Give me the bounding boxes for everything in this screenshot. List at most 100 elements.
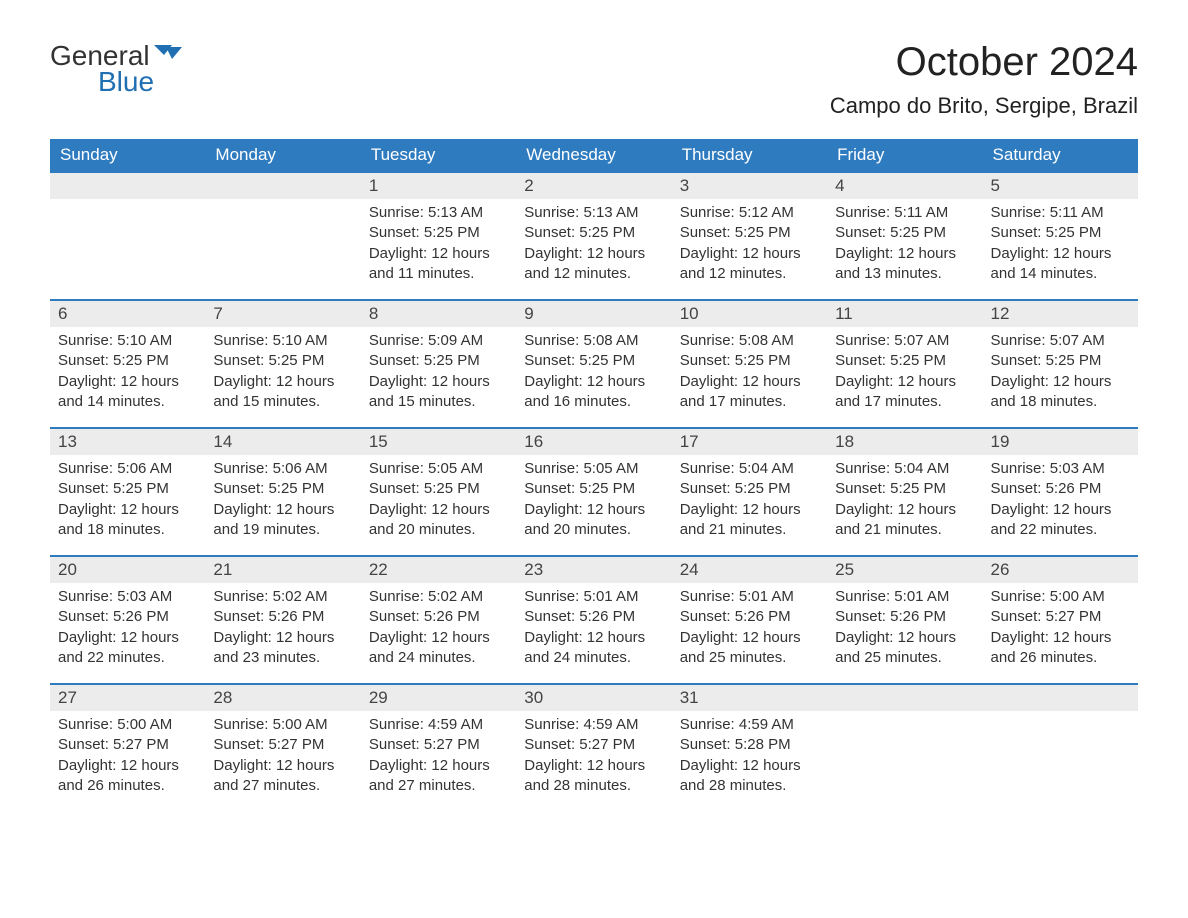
sunrise-line: Sunrise: 5:13 AM bbox=[524, 203, 663, 223]
calendar-cell: 12Sunrise: 5:07 AMSunset: 5:25 PMDayligh… bbox=[983, 299, 1138, 427]
calendar-cell: 10Sunrise: 5:08 AMSunset: 5:25 PMDayligh… bbox=[672, 299, 827, 427]
sunset-line: Sunset: 5:25 PM bbox=[991, 351, 1130, 371]
day-number: 31 bbox=[672, 685, 827, 711]
day-details: Sunrise: 5:01 AMSunset: 5:26 PMDaylight:… bbox=[516, 583, 671, 678]
calendar-cell: 6Sunrise: 5:10 AMSunset: 5:25 PMDaylight… bbox=[50, 299, 205, 427]
calendar-head: SundayMondayTuesdayWednesdayThursdayFrid… bbox=[50, 139, 1138, 171]
daylight-line: Daylight: 12 hours and 12 minutes. bbox=[524, 244, 663, 285]
sunset-line: Sunset: 5:25 PM bbox=[369, 479, 508, 499]
day-number: 30 bbox=[516, 685, 671, 711]
sunset-line: Sunset: 5:26 PM bbox=[680, 607, 819, 627]
sunset-line: Sunset: 5:26 PM bbox=[213, 607, 352, 627]
calendar-cell: 24Sunrise: 5:01 AMSunset: 5:26 PMDayligh… bbox=[672, 555, 827, 683]
sunset-line: Sunset: 5:25 PM bbox=[213, 351, 352, 371]
day-details: Sunrise: 5:04 AMSunset: 5:25 PMDaylight:… bbox=[827, 455, 982, 550]
daylight-line: Daylight: 12 hours and 27 minutes. bbox=[369, 756, 508, 797]
sunset-line: Sunset: 5:27 PM bbox=[58, 735, 197, 755]
sunrise-line: Sunrise: 5:13 AM bbox=[369, 203, 508, 223]
daylight-line: Daylight: 12 hours and 11 minutes. bbox=[369, 244, 508, 285]
day-details: Sunrise: 5:13 AMSunset: 5:25 PMDaylight:… bbox=[361, 199, 516, 294]
calendar-cell: 2Sunrise: 5:13 AMSunset: 5:25 PMDaylight… bbox=[516, 171, 671, 299]
daylight-line: Daylight: 12 hours and 25 minutes. bbox=[835, 628, 974, 669]
sunrise-line: Sunrise: 5:04 AM bbox=[680, 459, 819, 479]
daylight-line: Daylight: 12 hours and 25 minutes. bbox=[680, 628, 819, 669]
day-details: Sunrise: 5:03 AMSunset: 5:26 PMDaylight:… bbox=[50, 583, 205, 678]
calendar-cell: 18Sunrise: 5:04 AMSunset: 5:25 PMDayligh… bbox=[827, 427, 982, 555]
calendar-cell bbox=[983, 683, 1138, 811]
calendar-cell: 23Sunrise: 5:01 AMSunset: 5:26 PMDayligh… bbox=[516, 555, 671, 683]
calendar-cell: 13Sunrise: 5:06 AMSunset: 5:25 PMDayligh… bbox=[50, 427, 205, 555]
sunrise-line: Sunrise: 5:08 AM bbox=[680, 331, 819, 351]
calendar-cell: 22Sunrise: 5:02 AMSunset: 5:26 PMDayligh… bbox=[361, 555, 516, 683]
daylight-line: Daylight: 12 hours and 15 minutes. bbox=[213, 372, 352, 413]
sunrise-line: Sunrise: 5:10 AM bbox=[58, 331, 197, 351]
day-details: Sunrise: 5:06 AMSunset: 5:25 PMDaylight:… bbox=[50, 455, 205, 550]
daylight-line: Daylight: 12 hours and 26 minutes. bbox=[58, 756, 197, 797]
day-details: Sunrise: 5:07 AMSunset: 5:25 PMDaylight:… bbox=[983, 327, 1138, 422]
calendar-cell: 21Sunrise: 5:02 AMSunset: 5:26 PMDayligh… bbox=[205, 555, 360, 683]
day-details: Sunrise: 4:59 AMSunset: 5:27 PMDaylight:… bbox=[516, 711, 671, 806]
day-details: Sunrise: 5:02 AMSunset: 5:26 PMDaylight:… bbox=[361, 583, 516, 678]
sunrise-line: Sunrise: 5:06 AM bbox=[58, 459, 197, 479]
sunrise-line: Sunrise: 5:04 AM bbox=[835, 459, 974, 479]
day-number: 26 bbox=[983, 557, 1138, 583]
day-number: 18 bbox=[827, 429, 982, 455]
calendar-cell: 20Sunrise: 5:03 AMSunset: 5:26 PMDayligh… bbox=[50, 555, 205, 683]
sunset-line: Sunset: 5:25 PM bbox=[58, 351, 197, 371]
daylight-line: Daylight: 12 hours and 18 minutes. bbox=[991, 372, 1130, 413]
sunset-line: Sunset: 5:25 PM bbox=[213, 479, 352, 499]
sunset-line: Sunset: 5:28 PM bbox=[680, 735, 819, 755]
calendar-cell: 29Sunrise: 4:59 AMSunset: 5:27 PMDayligh… bbox=[361, 683, 516, 811]
day-details: Sunrise: 5:10 AMSunset: 5:25 PMDaylight:… bbox=[50, 327, 205, 422]
day-number: 7 bbox=[205, 301, 360, 327]
logo-text-blue: Blue bbox=[98, 66, 154, 98]
calendar-cell: 14Sunrise: 5:06 AMSunset: 5:25 PMDayligh… bbox=[205, 427, 360, 555]
sunrise-line: Sunrise: 5:05 AM bbox=[524, 459, 663, 479]
day-number: 20 bbox=[50, 557, 205, 583]
day-details: Sunrise: 5:11 AMSunset: 5:25 PMDaylight:… bbox=[827, 199, 982, 294]
day-number: 10 bbox=[672, 301, 827, 327]
calendar-cell: 1Sunrise: 5:13 AMSunset: 5:25 PMDaylight… bbox=[361, 171, 516, 299]
calendar-cell: 8Sunrise: 5:09 AMSunset: 5:25 PMDaylight… bbox=[361, 299, 516, 427]
day-details: Sunrise: 5:07 AMSunset: 5:25 PMDaylight:… bbox=[827, 327, 982, 422]
calendar-cell: 19Sunrise: 5:03 AMSunset: 5:26 PMDayligh… bbox=[983, 427, 1138, 555]
daylight-line: Daylight: 12 hours and 15 minutes. bbox=[369, 372, 508, 413]
daylight-line: Daylight: 12 hours and 28 minutes. bbox=[524, 756, 663, 797]
sunset-line: Sunset: 5:27 PM bbox=[369, 735, 508, 755]
day-number: 2 bbox=[516, 173, 671, 199]
day-number: 27 bbox=[50, 685, 205, 711]
sunrise-line: Sunrise: 5:12 AM bbox=[680, 203, 819, 223]
day-number: 1 bbox=[361, 173, 516, 199]
sunset-line: Sunset: 5:25 PM bbox=[991, 223, 1130, 243]
day-details: Sunrise: 5:00 AMSunset: 5:27 PMDaylight:… bbox=[50, 711, 205, 806]
day-details: Sunrise: 5:01 AMSunset: 5:26 PMDaylight:… bbox=[672, 583, 827, 678]
day-number: 13 bbox=[50, 429, 205, 455]
day-number: 4 bbox=[827, 173, 982, 199]
sunset-line: Sunset: 5:26 PM bbox=[58, 607, 197, 627]
sunset-line: Sunset: 5:25 PM bbox=[680, 223, 819, 243]
sunrise-line: Sunrise: 5:03 AM bbox=[58, 587, 197, 607]
sunrise-line: Sunrise: 4:59 AM bbox=[524, 715, 663, 735]
calendar-cell: 26Sunrise: 5:00 AMSunset: 5:27 PMDayligh… bbox=[983, 555, 1138, 683]
sunrise-line: Sunrise: 5:01 AM bbox=[835, 587, 974, 607]
sunset-line: Sunset: 5:25 PM bbox=[524, 479, 663, 499]
sunset-line: Sunset: 5:25 PM bbox=[524, 351, 663, 371]
sunrise-line: Sunrise: 5:09 AM bbox=[369, 331, 508, 351]
day-details: Sunrise: 5:01 AMSunset: 5:26 PMDaylight:… bbox=[827, 583, 982, 678]
sunrise-line: Sunrise: 5:08 AM bbox=[524, 331, 663, 351]
header: General Blue October 2024 Campo do Brito… bbox=[50, 40, 1138, 119]
daylight-line: Daylight: 12 hours and 14 minutes. bbox=[58, 372, 197, 413]
daylight-line: Daylight: 12 hours and 23 minutes. bbox=[213, 628, 352, 669]
weekday-row: SundayMondayTuesdayWednesdayThursdayFrid… bbox=[50, 139, 1138, 171]
calendar-cell: 30Sunrise: 4:59 AMSunset: 5:27 PMDayligh… bbox=[516, 683, 671, 811]
location: Campo do Brito, Sergipe, Brazil bbox=[830, 93, 1138, 119]
sunset-line: Sunset: 5:25 PM bbox=[369, 223, 508, 243]
daylight-line: Daylight: 12 hours and 17 minutes. bbox=[680, 372, 819, 413]
day-details: Sunrise: 5:03 AMSunset: 5:26 PMDaylight:… bbox=[983, 455, 1138, 550]
day-number: 24 bbox=[672, 557, 827, 583]
sunrise-line: Sunrise: 5:07 AM bbox=[835, 331, 974, 351]
sunset-line: Sunset: 5:25 PM bbox=[58, 479, 197, 499]
sunset-line: Sunset: 5:25 PM bbox=[835, 223, 974, 243]
day-details: Sunrise: 5:12 AMSunset: 5:25 PMDaylight:… bbox=[672, 199, 827, 294]
day-number: 29 bbox=[361, 685, 516, 711]
